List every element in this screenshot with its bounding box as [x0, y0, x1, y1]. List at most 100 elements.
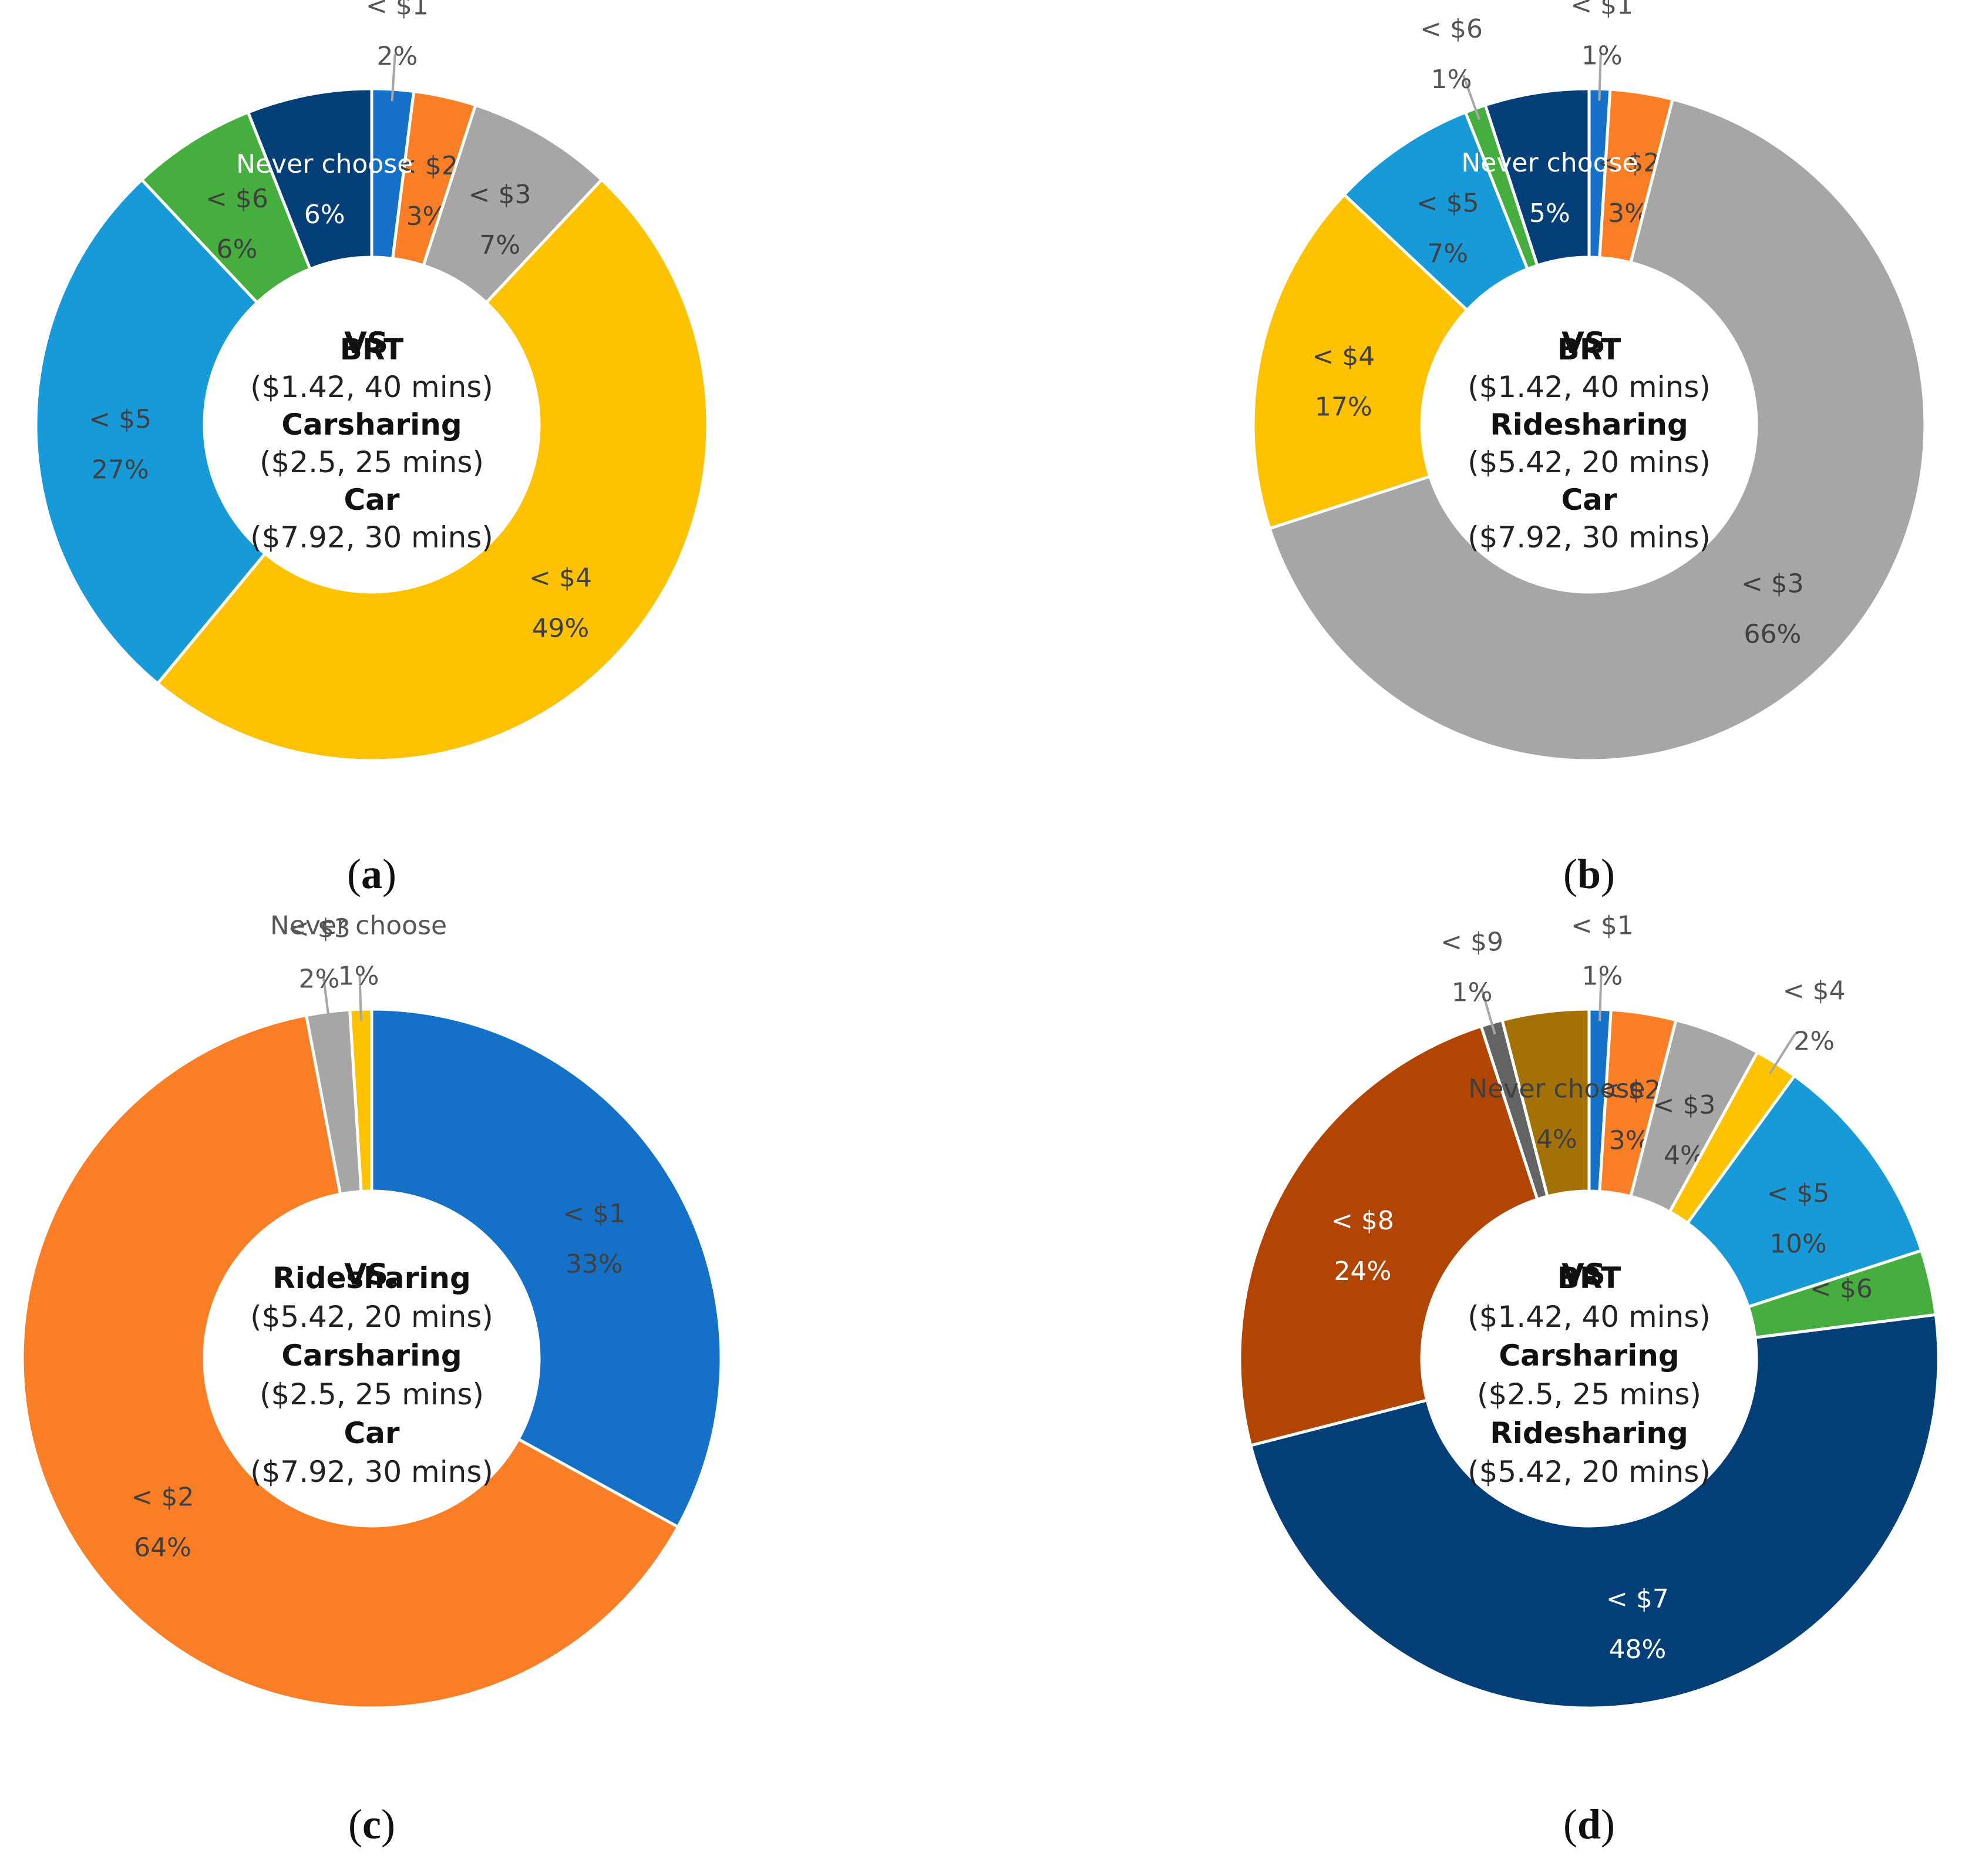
center-line-d-0: BRT	[1557, 1261, 1621, 1295]
slice-label-d-1: < $1	[1571, 910, 1634, 940]
slice-d-5	[1685, 1074, 1924, 1309]
slice-label-a-3: < $3	[469, 180, 531, 210]
slice-value-b-4: 17%	[1315, 392, 1372, 422]
center-line-d-4: Ridesharing	[1490, 1416, 1688, 1450]
center-line-d-1: ($1.42, 40 mins)	[1468, 1300, 1711, 1334]
slice-c-2	[21, 1013, 680, 1710]
slice-value-c-1: 33%	[566, 1249, 623, 1279]
slice-label-a-5: < $5	[89, 404, 152, 434]
slice-value-a-5: 27%	[92, 455, 149, 485]
center-line-a-1: ($1.42, 40 mins)	[250, 370, 493, 404]
center-line-d-2: Carsharing	[1499, 1339, 1679, 1373]
slice-value-a-3: 7%	[479, 230, 520, 260]
leader-line-c-never-choose	[358, 974, 362, 1021]
donut-panel-a: < $12%< $23%< $37%< $449%< $527%< $66%Ne…	[34, 0, 709, 897]
center-line-c-3: ($2.5, 25 mins)	[260, 1377, 484, 1411]
slice-label-b-1: < $1	[1570, 0, 1633, 20]
panel-caption-b: (b)	[1563, 850, 1615, 897]
slice-a-never-choose	[246, 87, 373, 271]
slice-label-a-2: < $2	[395, 151, 458, 181]
center-line-c-5: ($7.92, 30 mins)	[250, 1455, 493, 1489]
center-line-d-5: ($5.42, 20 mins)	[1468, 1455, 1711, 1489]
slice-label-d-5: < $5	[1767, 1178, 1830, 1208]
center-vs-b: VS.	[1561, 326, 1617, 360]
slice-b-3	[1267, 97, 1927, 762]
donut-panel-c: < $1 33% < $2 64% < $3 2% Never choose 1% VS.Rid…	[21, 910, 723, 1848]
center-vs-a: VS.	[344, 326, 399, 360]
slice-value-d-1: 1%	[1582, 961, 1623, 991]
center-line-b-0: BRT	[1557, 332, 1621, 367]
slice-label-d-3: < $3	[1653, 1090, 1716, 1120]
center-line-b-3: ($5.42, 20 mins)	[1468, 445, 1711, 479]
slice-value-a-1: 2%	[377, 41, 418, 71]
slice-label-b-6: < $6	[1420, 14, 1483, 44]
slice-c-1	[370, 1007, 723, 1529]
slice-value-b-3: 66%	[1744, 619, 1801, 649]
center-line-a-5: ($7.92, 30 mins)	[250, 520, 493, 554]
slice-value-d-4: 2%	[1793, 1026, 1835, 1056]
center-line-b-4: Car	[1561, 483, 1617, 517]
slice-value-d-8: 24%	[1334, 1256, 1392, 1286]
slice-value-b-5: 7%	[1427, 239, 1468, 269]
center-line-a-4: Car	[344, 483, 399, 517]
slice-label-b-5: < $5	[1416, 189, 1479, 218]
slice-d-never-choose	[1500, 1007, 1591, 1198]
slice-label-b-4: < $4	[1312, 342, 1375, 372]
slice-a-4	[155, 177, 709, 762]
slice-label-b-3: < $3	[1741, 569, 1804, 599]
slice-value-a-never-choose: 6%	[304, 200, 345, 230]
slice-label-a-4: < $4	[529, 563, 592, 593]
slice-b-never-choose	[1483, 87, 1591, 268]
donut-panel-b: < $11%< $23%< $366%< $417%< $57%< $61%Ne…	[1251, 0, 1927, 897]
slice-label-d-9: < $9	[1441, 927, 1503, 957]
center-line-c-2: Carsharing	[281, 1339, 462, 1373]
slice-value-c-never-choose: 1%	[338, 961, 379, 991]
slice-value-b-never-choose: 5%	[1529, 199, 1570, 228]
center-line-b-5: ($7.92, 30 mins)	[1468, 520, 1711, 554]
slice-value-d-9: 1%	[1452, 977, 1493, 1007]
slice-label-b-2: < $2	[1597, 148, 1660, 178]
slice-label-c-3: < $3	[288, 914, 351, 944]
slice-value-b-1: 1%	[1581, 41, 1623, 70]
slice-value-a-4: 49%	[532, 613, 590, 643]
leader-line-b-1	[1598, 53, 1602, 101]
slice-value-c-3: 2%	[298, 964, 339, 994]
slice-label-d-4: < $4	[1783, 976, 1846, 1006]
center-vs-d: VS.	[1561, 1258, 1617, 1292]
panel-caption-c: (c)	[348, 1801, 395, 1848]
slice-value-d-never-choose: 4%	[1536, 1124, 1577, 1154]
donut-panel-d: < $11%< $23%< $34%< $42%< $510%< $63%< $…	[1238, 910, 1940, 1848]
slice-label-a-never-choose: Never choose	[236, 149, 413, 179]
slice-b-4	[1251, 192, 1469, 530]
leader-line-c-3	[322, 976, 331, 1024]
slice-label-d-7: < $7	[1606, 1584, 1669, 1614]
slice-label-c-never-choose: Never choose	[270, 910, 447, 940]
center-line-b-1: ($1.42, 40 mins)	[1468, 370, 1711, 404]
center-line-c-0: Ridesharing	[272, 1261, 471, 1295]
center-line-c-1: ($5.42, 20 mins)	[250, 1300, 493, 1334]
slice-label-a-6: < $6	[206, 184, 268, 214]
slice-label-a-1: < $1	[366, 0, 429, 21]
slice-a-5	[34, 177, 267, 686]
center-line-a-2: Carsharing	[281, 408, 462, 442]
center-line-c-4: Car	[344, 1416, 399, 1450]
panel-caption-a: (a)	[347, 850, 396, 897]
slice-value-d-7: 48%	[1609, 1635, 1667, 1665]
slice-d-7	[1248, 1313, 1940, 1710]
leader-line-d-9	[1480, 989, 1496, 1035]
center-line-d-3: ($2.5, 25 mins)	[1477, 1377, 1701, 1411]
panel-caption-d: (d)	[1563, 1801, 1615, 1848]
slice-label-d-never-choose: Never choose	[1468, 1074, 1645, 1104]
slice-label-c-1: < $1	[563, 1199, 625, 1229]
slice-label-d-6: < $6	[1810, 1274, 1873, 1304]
leader-line-a-1	[391, 54, 396, 102]
center-line-a-0: BRT	[340, 332, 403, 367]
center-line-b-2: Ridesharing	[1490, 408, 1688, 442]
slice-value-d-5: 10%	[1769, 1229, 1827, 1259]
slice-label-b-never-choose: Never choose	[1461, 148, 1638, 178]
slice-d-8	[1238, 1024, 1540, 1448]
leader-line-d-1	[1598, 974, 1603, 1021]
slice-label-d-2: < $2	[1598, 1075, 1661, 1105]
slice-value-b-6: 1%	[1431, 65, 1472, 95]
